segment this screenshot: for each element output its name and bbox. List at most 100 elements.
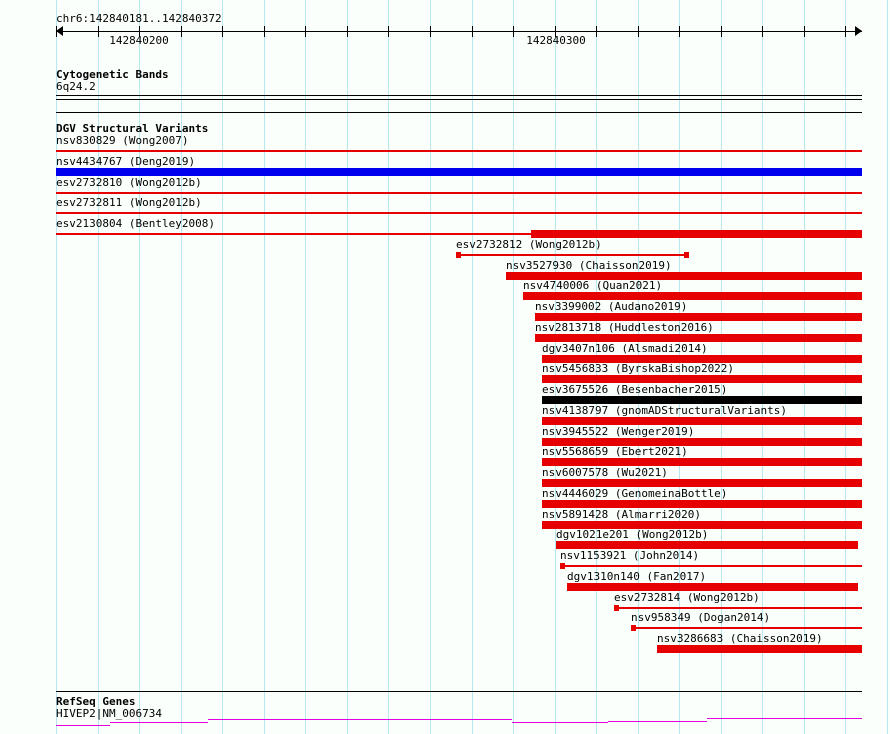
ruler-tick-label: 142840300: [526, 34, 586, 47]
ruler-tick: [472, 26, 473, 37]
variant-feature-line[interactable]: [456, 254, 689, 256]
variant-feature-bar[interactable]: [542, 458, 862, 466]
variant-track-label[interactable]: nsv958349 (Dogan2014): [631, 611, 771, 624]
ruler-tick: [762, 26, 763, 37]
separator-line: [56, 95, 862, 96]
variant-track-label[interactable]: esv2732812 (Wong2012b): [456, 238, 602, 251]
cytoband-label: 6q24.2: [56, 80, 96, 93]
section-title-dgv-structural-variants: DGV Structural Variants: [56, 122, 209, 135]
variant-track-label[interactable]: esv2732810 (Wong2012b): [56, 176, 202, 189]
ruler-tick: [264, 26, 265, 37]
ruler-left-arrow-icon: [56, 26, 63, 36]
variant-track-label[interactable]: esv2732814 (Wong2012b): [614, 591, 760, 604]
ruler-tick: [181, 26, 182, 37]
variant-track-label[interactable]: nsv4446029 (GenomeinaBottle): [542, 487, 728, 500]
locus-label: chr6:142840181..142840372: [56, 12, 222, 25]
gridline: [513, 0, 514, 734]
variant-track-label[interactable]: nsv5456833 (ByrskaBishop2022): [542, 362, 735, 375]
gene-intron-segment[interactable]: [608, 721, 707, 722]
variant-feature-bar[interactable]: [567, 583, 858, 591]
ruler-tick: [513, 26, 514, 37]
ruler-tick: [98, 26, 99, 37]
ruler-tick: [804, 26, 805, 37]
variant-track-label[interactable]: dgv1310n140 (Fan2017): [567, 570, 707, 583]
variant-feature-line[interactable]: [560, 565, 862, 567]
variant-track-label[interactable]: nsv6007578 (Wu2021): [542, 466, 668, 479]
variant-feature-bar[interactable]: [531, 230, 862, 238]
variant-track-label[interactable]: nsv5891428 (Almarri2020): [542, 508, 701, 521]
variant-track-label[interactable]: dgv3407n106 (Alsmadi2014): [542, 342, 708, 355]
variant-feature-line[interactable]: [56, 192, 862, 194]
section-title-refseq-genes: RefSeq Genes: [56, 695, 136, 708]
variant-feature-bar[interactable]: [542, 500, 862, 508]
gridline: [305, 0, 306, 734]
variant-end-cap: [631, 625, 636, 631]
ruler-tick: [845, 26, 846, 37]
gridline: [56, 0, 57, 734]
variant-end-cap: [560, 563, 565, 569]
ruler-tick: [305, 26, 306, 37]
variant-track-label[interactable]: nsv4138797 (gnomADStructuralVariants): [542, 404, 788, 417]
variant-feature-bar[interactable]: [542, 375, 862, 383]
variant-track-label[interactable]: nsv1153921 (John2014): [560, 549, 700, 562]
variant-track-label[interactable]: nsv2813718 (Huddleston2016): [535, 321, 714, 334]
variant-track-label[interactable]: nsv3286683 (Chaisson2019): [657, 632, 823, 645]
ruler-tick: [596, 26, 597, 37]
variant-feature-bar[interactable]: [542, 417, 862, 425]
variant-track-label[interactable]: nsv3399002 (Audano2019): [535, 300, 688, 313]
variant-track-label[interactable]: nsv5568659 (Ebert2021): [542, 445, 688, 458]
ruler-tick-label: 142840200: [109, 34, 169, 47]
gene-intron-segment[interactable]: [208, 719, 512, 720]
ruler-tick: [679, 26, 680, 37]
variant-feature-line[interactable]: [614, 607, 862, 609]
variant-track-label[interactable]: nsv4434767 (Deng2019): [56, 155, 196, 168]
variant-feature-line[interactable]: [56, 212, 862, 214]
variant-feature-bar[interactable]: [542, 521, 862, 529]
gene-intron-segment[interactable]: [110, 722, 208, 723]
variant-feature-line[interactable]: [56, 233, 862, 235]
variant-end-cap: [684, 252, 689, 258]
variant-feature-bar[interactable]: [506, 272, 862, 280]
variant-feature-bar[interactable]: [657, 645, 862, 653]
section-title-cytogenetic-bands: Cytogenetic Bands: [56, 68, 169, 81]
gridline: [347, 0, 348, 734]
variant-track-label[interactable]: esv2130804 (Bentley2008): [56, 217, 215, 230]
variant-track-label[interactable]: nsv830829 (Wong2007): [56, 134, 189, 147]
variant-feature-bar[interactable]: [542, 438, 862, 446]
gridline: [98, 0, 99, 734]
variant-track-label[interactable]: nsv3945522 (Wenger2019): [542, 425, 695, 438]
gridline: [139, 0, 140, 734]
ruler-tick: [555, 26, 556, 37]
gridline: [222, 0, 223, 734]
variant-track-label[interactable]: nsv3527930 (Chaisson2019): [506, 259, 672, 272]
variant-track-label[interactable]: esv3675526 (Besenbacher2015): [542, 383, 728, 396]
variant-feature-bar[interactable]: [542, 479, 862, 487]
gene-intron-segment[interactable]: [707, 718, 862, 719]
variant-feature-line[interactable]: [631, 627, 862, 629]
variant-feature-bar[interactable]: [556, 541, 858, 549]
variant-feature-line[interactable]: [56, 150, 862, 152]
ruler-tick: [721, 26, 722, 37]
separator-line: [56, 691, 862, 692]
variant-feature-bar[interactable]: [542, 355, 862, 363]
gridline: [845, 0, 846, 734]
ruler-tick: [347, 26, 348, 37]
ruler-tick: [139, 26, 140, 37]
gridline: [388, 0, 389, 734]
variant-track-label[interactable]: dgv1021e201 (Wong2012b): [556, 528, 709, 541]
separator-line: [56, 112, 862, 113]
variant-feature-bar[interactable]: [535, 313, 862, 321]
variant-track-label[interactable]: nsv4740006 (Quan2021): [523, 279, 663, 292]
variant-feature-bar[interactable]: [542, 396, 862, 404]
gene-intron-segment[interactable]: [56, 725, 110, 726]
variant-feature-bar[interactable]: [523, 292, 862, 300]
gene-intron-segment[interactable]: [512, 722, 608, 723]
ruler-tick: [222, 26, 223, 37]
variant-track-label[interactable]: esv2732811 (Wong2012b): [56, 196, 202, 209]
gridline: [804, 0, 805, 734]
variant-feature-bar[interactable]: [56, 168, 862, 176]
variant-feature-bar[interactable]: [535, 334, 862, 342]
gridline: [472, 0, 473, 734]
gridline: [887, 0, 888, 734]
variant-end-cap: [614, 605, 619, 611]
